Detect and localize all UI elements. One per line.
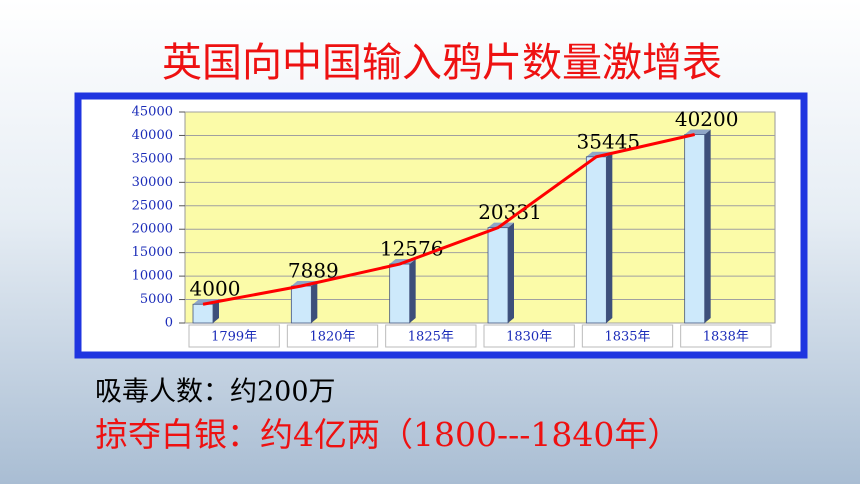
y-tick-label: 20000 <box>132 222 173 237</box>
y-tick-label: 30000 <box>132 175 173 190</box>
bar-side <box>606 151 613 323</box>
x-tick-label: 1825年 <box>408 330 454 345</box>
bar <box>389 263 411 324</box>
bar-side <box>311 281 318 323</box>
bar-side <box>508 222 514 323</box>
bar <box>585 156 607 324</box>
y-tick-label: 40000 <box>132 128 173 143</box>
x-tick-label: 1799年 <box>211 330 257 345</box>
x-tick-box <box>385 324 477 348</box>
data-label: 12576 <box>380 237 444 261</box>
bar-side <box>409 259 416 323</box>
chart-title: 英国向中国输入鸦片数量激增表 <box>162 40 722 86</box>
y-tick-label: 45000 <box>132 105 173 120</box>
bar-top <box>684 129 711 135</box>
bar <box>192 303 214 324</box>
trend-line <box>202 133 695 306</box>
bar-side <box>704 129 711 323</box>
data-label: 4000 <box>190 277 241 301</box>
x-tick-box <box>286 324 379 348</box>
x-tick-box <box>581 324 674 348</box>
y-tick-label: 15000 <box>132 245 173 260</box>
x-tick-label: 1835年 <box>604 330 650 345</box>
y-tick-label: 25000 <box>132 198 173 213</box>
x-tick-box <box>680 324 772 348</box>
x-tick-label: 1830年 <box>506 330 552 345</box>
x-tick-label: 1820年 <box>309 330 355 345</box>
y-tick-label: 35000 <box>132 151 173 166</box>
y-tick-label: 5000 <box>140 292 173 307</box>
data-label: 40200 <box>675 107 739 131</box>
y-tick-label: 0 <box>165 316 173 331</box>
bar <box>290 285 312 324</box>
y-tick-label: 10000 <box>132 269 173 284</box>
bar <box>487 227 509 324</box>
x-tick-label: 1838年 <box>703 330 749 345</box>
annotation: 掠夺白银：约4亿两（1800---1840年） <box>95 415 680 454</box>
x-tick-box <box>188 324 280 348</box>
annotation: 吸毒人数：约200万 <box>95 377 336 408</box>
x-tick-box <box>483 324 575 348</box>
bar <box>684 134 706 324</box>
bar-side <box>213 299 219 323</box>
